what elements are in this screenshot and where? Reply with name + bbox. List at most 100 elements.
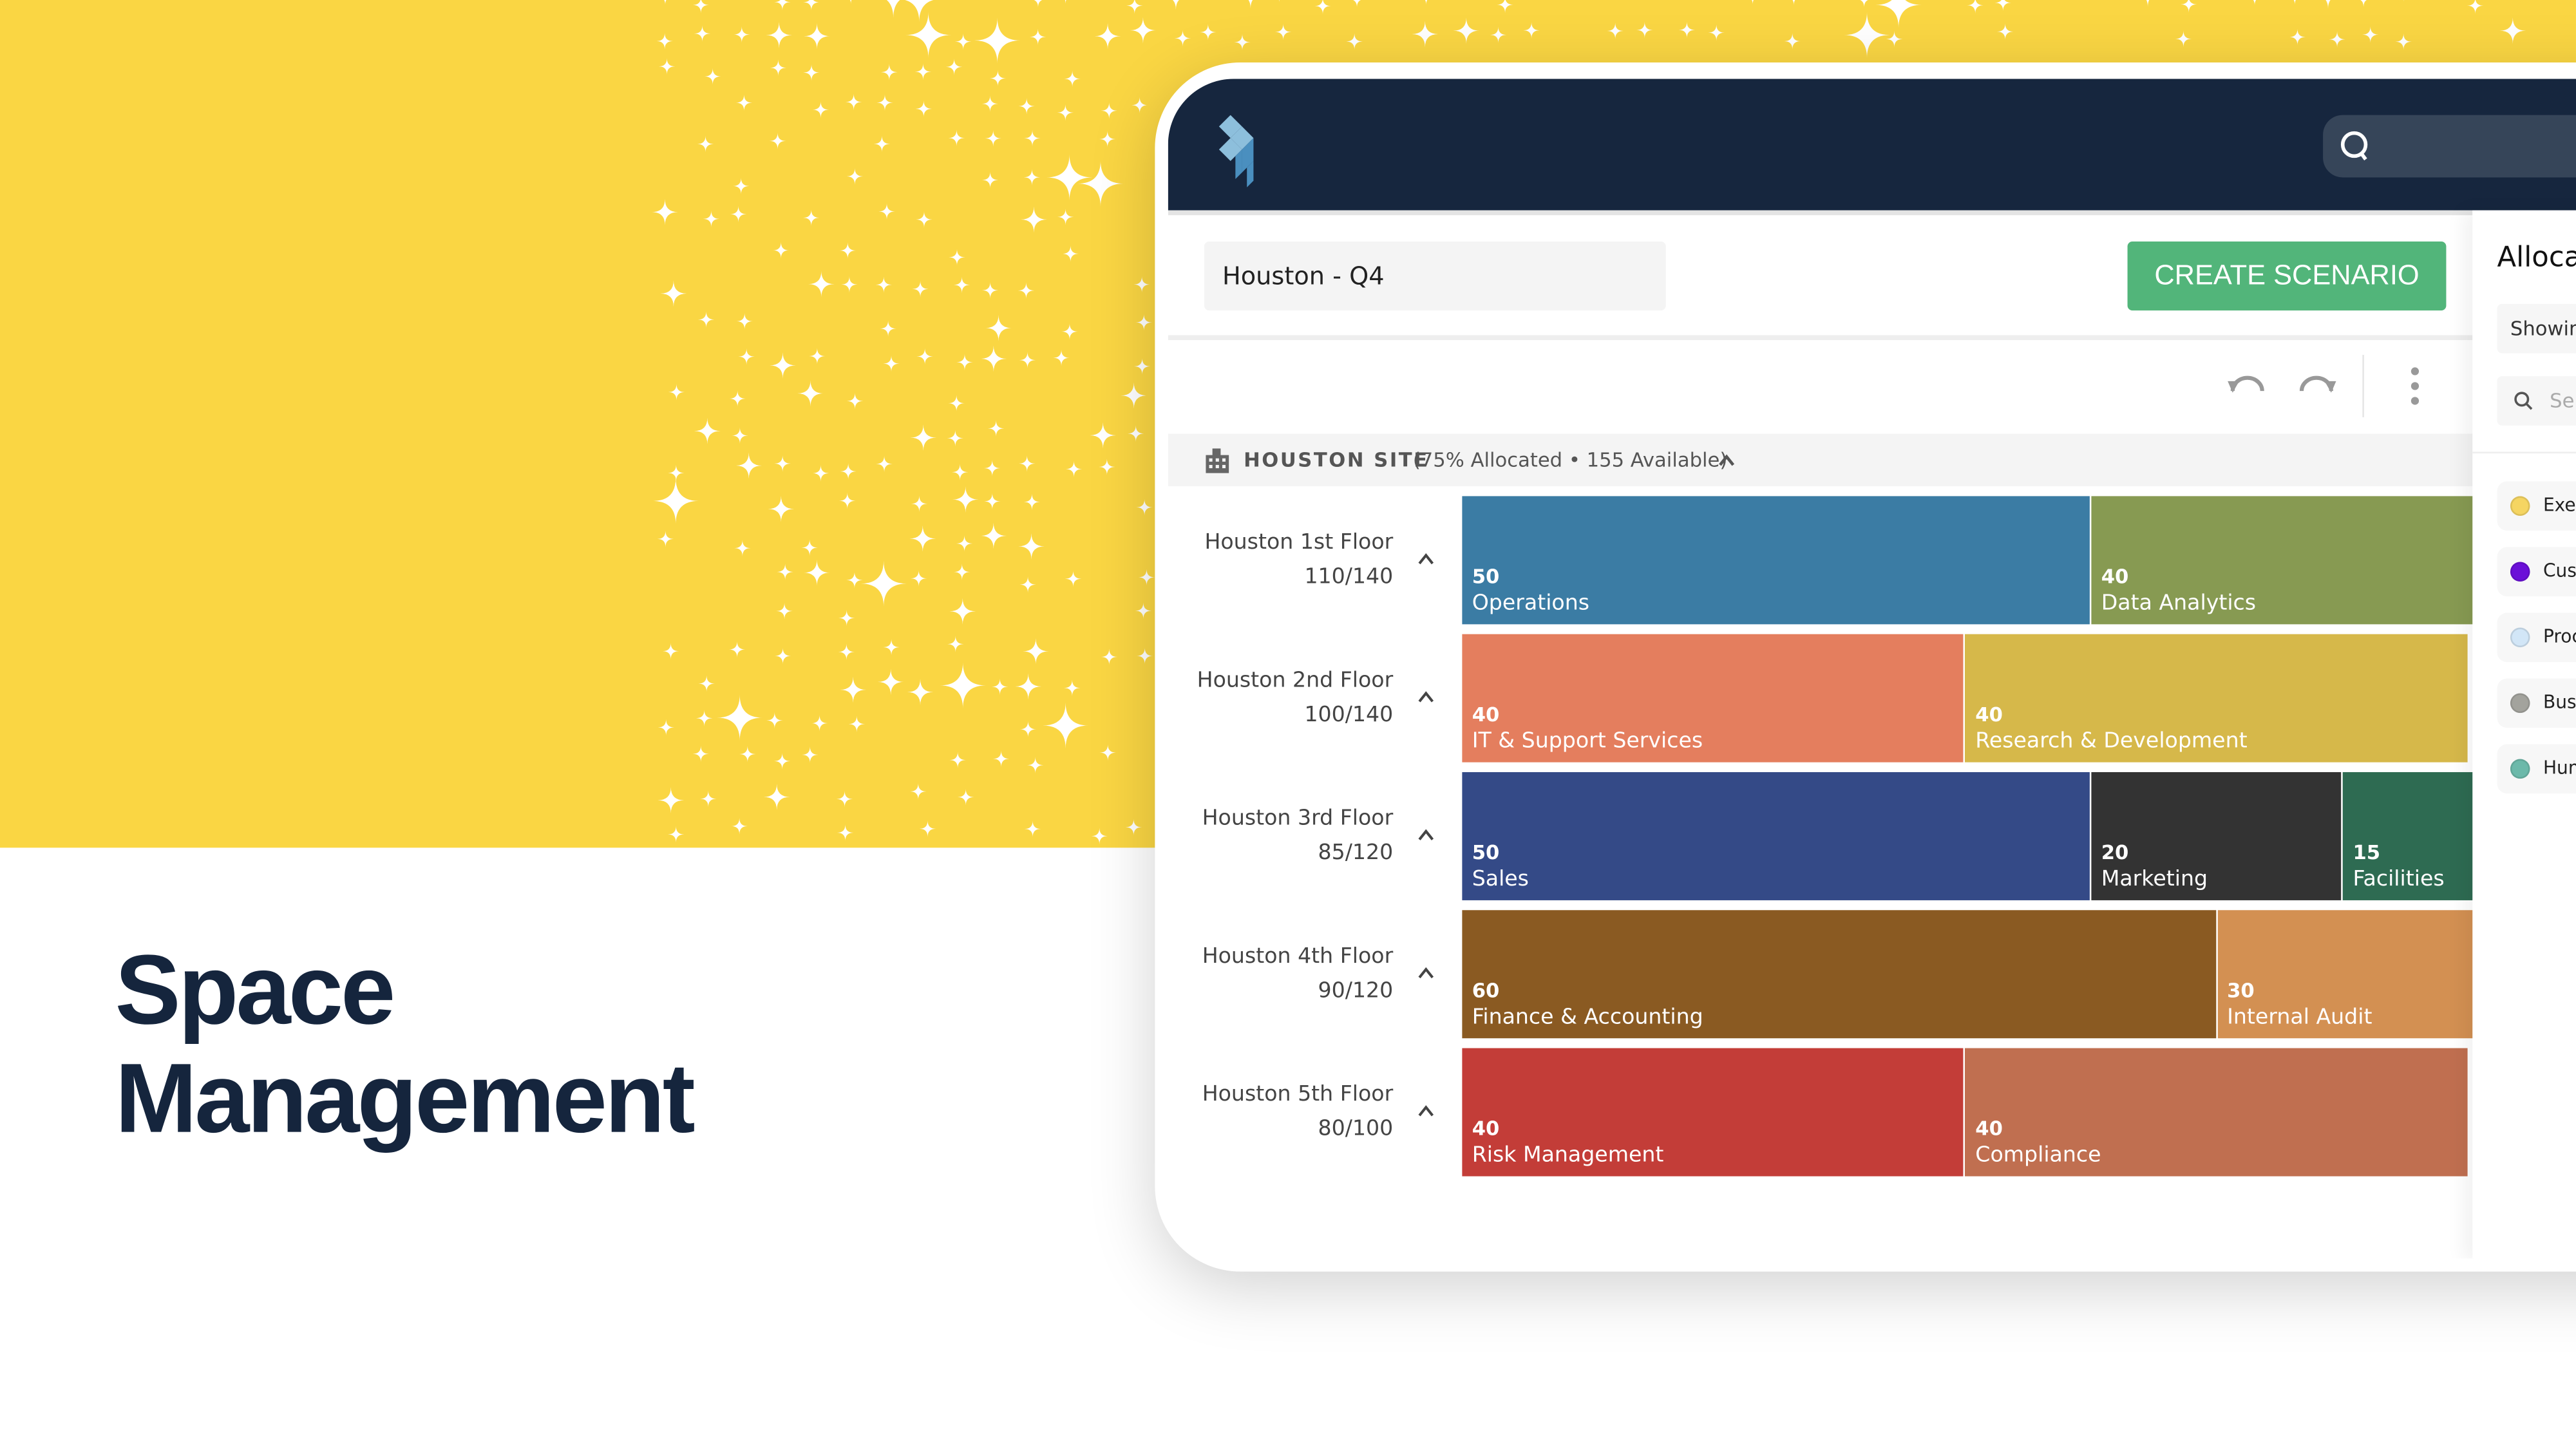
legend-item[interactable]: Hum [2497, 744, 2576, 794]
color-dot [2510, 562, 2530, 582]
site-info: (75% Allocated • 155 Available) [1412, 448, 1728, 472]
sparkle [1015, 673, 1042, 700]
seat-count: 50 [1472, 565, 1500, 589]
sparkle [2467, 0, 2484, 14]
legend-item[interactable]: Proc [2497, 612, 2576, 663]
sparkle [734, 540, 751, 556]
sparkle [1094, 23, 1121, 50]
divider [1168, 335, 2473, 341]
sparkle [1994, 0, 2012, 11]
color-dot [2510, 759, 2530, 779]
sparkle [694, 417, 721, 444]
chevron-up-icon[interactable] [1416, 964, 1436, 981]
sparkle [2146, 0, 2150, 7]
sparkle [774, 455, 791, 472]
sparkle [772, 242, 790, 259]
legend-item[interactable]: Cust [2497, 547, 2576, 597]
sparkle [846, 392, 864, 410]
sparkle [729, 390, 746, 407]
sparkle [1860, 0, 1868, 8]
sparkle [1425, 0, 1428, 5]
chevron-up-icon[interactable] [1717, 452, 1737, 469]
sparkle [940, 662, 986, 709]
sparkle [696, 710, 713, 726]
legend-item[interactable]: Exec [2497, 481, 2576, 531]
sparkle [1636, 21, 1653, 39]
sparkle [909, 525, 936, 552]
sparkle [954, 564, 971, 580]
sparkle [883, 639, 900, 656]
sparkle [694, 25, 711, 42]
department-block[interactable]: 40 Risk Management [1462, 1048, 1964, 1177]
divider [2472, 451, 2576, 454]
sparkle [1453, 17, 1480, 44]
sparkle [949, 249, 965, 266]
department-block[interactable]: 40 Research & Development [1965, 634, 2468, 762]
sparkle [838, 643, 855, 660]
sparkle [1886, 30, 1903, 48]
sparkle [803, 0, 820, 11]
sparkle [991, 678, 1009, 696]
sparkle [763, 784, 790, 810]
sparkle [873, 135, 891, 153]
sparkle [877, 668, 904, 696]
floor-name: Houston 5th Floor [1202, 1083, 1394, 1108]
sparkle [1065, 570, 1082, 587]
showing-dropdown[interactable]: Showin [2497, 303, 2576, 354]
scenario-name-input[interactable]: Houston - Q4 [1204, 241, 1666, 311]
chevron-up-icon[interactable] [1416, 826, 1436, 843]
sparkle [1018, 98, 1035, 115]
sparkle [1077, 160, 1124, 207]
chevron-up-icon[interactable] [1416, 1103, 1436, 1119]
sparkle [839, 492, 856, 509]
sparkle [1024, 129, 1041, 147]
sparkle [802, 209, 820, 226]
sparkle [1708, 24, 1725, 41]
sparkle [948, 395, 965, 412]
site-header[interactable]: HOUSTON SITE (75% Allocated • 155 Availa… [1168, 433, 2473, 487]
sparkle [803, 64, 820, 81]
kebab-icon[interactable] [2409, 366, 2421, 406]
headline: Space Management [115, 936, 696, 1153]
department-name: Marketing [2101, 867, 2208, 893]
floor-allocation-bar: 50 Sales 20 Marketing 15 Facilities [1462, 772, 2576, 900]
sparkle [776, 603, 793, 620]
department-block[interactable]: 20 Marketing [2091, 772, 2342, 900]
legend-label: Exec [2543, 494, 2576, 516]
sparkle [947, 636, 964, 652]
sparkle [916, 348, 933, 365]
department-block[interactable]: 40 Compliance [1965, 1048, 2468, 1177]
department-block[interactable]: 60 Finance & Accounting [1462, 910, 2216, 1039]
department-name: Data Analytics [2101, 591, 2257, 616]
sparkle [907, 679, 934, 706]
floor-allocation-bar: 40 Risk Management 40 Compliance [1462, 1048, 2576, 1177]
sparkle [2180, 0, 2197, 13]
global-search[interactable] [2323, 115, 2576, 178]
sparkle [910, 424, 937, 451]
sparkle [1274, 23, 1292, 41]
sparkle [2175, 30, 2192, 48]
sparkle [914, 63, 932, 80]
sparkle [848, 715, 866, 733]
floor-label: Houston 4th Floor 90/120 [1202, 940, 1394, 1009]
seat-count: 40 [2101, 565, 2129, 589]
sparkle [1018, 282, 1035, 299]
undo-icon[interactable] [2226, 368, 2269, 401]
sparkle [812, 101, 829, 118]
sparkle [956, 354, 973, 371]
department-name: Facilities [2353, 867, 2445, 893]
legend-item[interactable]: Busi [2497, 678, 2576, 728]
department-block[interactable]: 40 IT & Support Services [1462, 634, 1964, 762]
redo-icon[interactable] [2295, 368, 2338, 401]
sparkle [704, 68, 721, 85]
create-scenario-button[interactable]: CREATE SCENARIO [2127, 241, 2447, 311]
department-block[interactable]: 50 Sales [1462, 772, 2090, 900]
sparkle [1352, 0, 1361, 8]
chevron-up-icon[interactable] [1416, 551, 1436, 567]
department-block[interactable]: 50 Operations [1462, 496, 2090, 625]
department-search-input[interactable]: Se [2497, 376, 2576, 426]
chevron-up-icon[interactable] [1416, 688, 1436, 705]
building-icon [1206, 448, 1229, 473]
sparkle [953, 276, 971, 294]
